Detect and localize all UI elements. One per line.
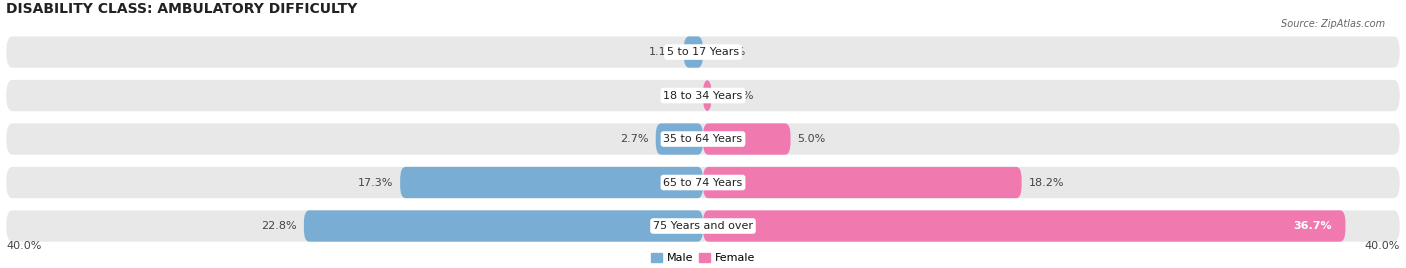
FancyBboxPatch shape bbox=[6, 36, 1400, 68]
Text: 22.8%: 22.8% bbox=[262, 221, 297, 231]
Text: DISABILITY CLASS: AMBULATORY DIFFICULTY: DISABILITY CLASS: AMBULATORY DIFFICULTY bbox=[6, 2, 357, 16]
Text: 5 to 17 Years: 5 to 17 Years bbox=[666, 47, 740, 57]
FancyBboxPatch shape bbox=[6, 210, 1400, 242]
Text: 0.49%: 0.49% bbox=[718, 91, 754, 100]
Text: 1.1%: 1.1% bbox=[648, 47, 676, 57]
FancyBboxPatch shape bbox=[6, 80, 1400, 111]
Text: 35 to 64 Years: 35 to 64 Years bbox=[664, 134, 742, 144]
Text: 17.3%: 17.3% bbox=[357, 177, 394, 188]
Text: 5.0%: 5.0% bbox=[797, 134, 825, 144]
Text: Source: ZipAtlas.com: Source: ZipAtlas.com bbox=[1281, 19, 1385, 29]
Text: 40.0%: 40.0% bbox=[6, 241, 42, 251]
FancyBboxPatch shape bbox=[703, 80, 711, 111]
FancyBboxPatch shape bbox=[304, 210, 703, 242]
FancyBboxPatch shape bbox=[401, 167, 703, 198]
FancyBboxPatch shape bbox=[6, 167, 1400, 198]
Text: 2.7%: 2.7% bbox=[620, 134, 648, 144]
Text: 40.0%: 40.0% bbox=[1364, 241, 1400, 251]
Text: 65 to 74 Years: 65 to 74 Years bbox=[664, 177, 742, 188]
FancyBboxPatch shape bbox=[703, 167, 1022, 198]
FancyBboxPatch shape bbox=[703, 210, 1346, 242]
FancyBboxPatch shape bbox=[655, 123, 703, 155]
Text: 0.0%: 0.0% bbox=[717, 47, 745, 57]
Text: 36.7%: 36.7% bbox=[1294, 221, 1331, 231]
Text: 18.2%: 18.2% bbox=[1029, 177, 1064, 188]
FancyBboxPatch shape bbox=[703, 123, 790, 155]
Text: 75 Years and over: 75 Years and over bbox=[652, 221, 754, 231]
Text: 18 to 34 Years: 18 to 34 Years bbox=[664, 91, 742, 100]
FancyBboxPatch shape bbox=[683, 36, 703, 68]
FancyBboxPatch shape bbox=[6, 123, 1400, 155]
Text: 0.0%: 0.0% bbox=[661, 91, 689, 100]
Legend: Male, Female: Male, Female bbox=[647, 248, 759, 267]
